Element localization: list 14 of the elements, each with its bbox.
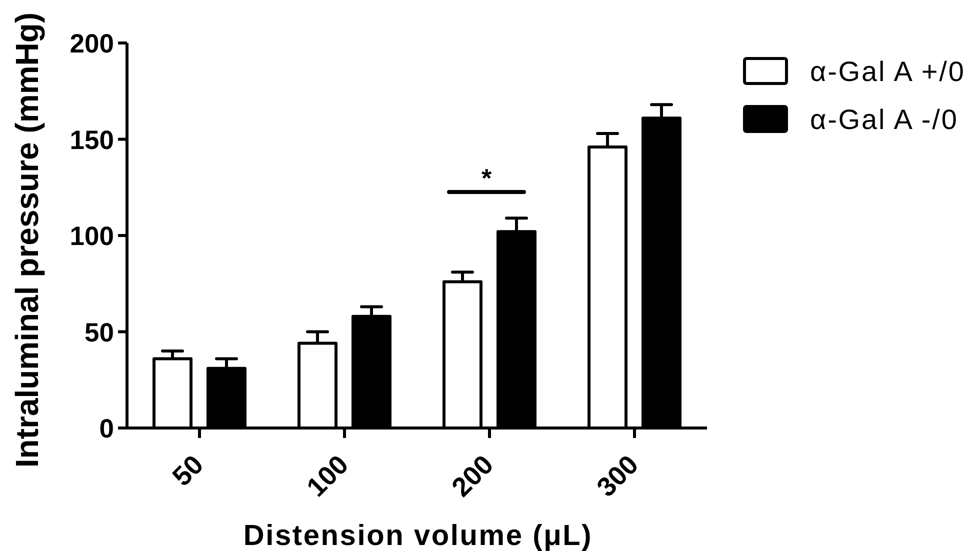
x-tick-label: 100: [301, 449, 354, 502]
y-axis-title: Intraluminal pressure (mmHg): [9, 12, 45, 468]
y-tick-label: 0: [99, 414, 114, 444]
y-tick-label: 200: [70, 28, 114, 59]
y-tick-label: 100: [70, 221, 114, 252]
annotation: *: [481, 163, 492, 193]
x-tick-label: 200: [446, 449, 500, 502]
x-tick-label: 300: [591, 449, 644, 502]
legend-label: α-Gal A +/0: [810, 56, 966, 88]
x-tick-label: 50: [166, 449, 210, 492]
y-tick-label: 50: [84, 317, 114, 348]
x-axis-title: Distension volume (μL): [243, 520, 593, 551]
legend-label: α-Gal A -/0: [810, 104, 958, 136]
y-tick-label: 150: [70, 124, 114, 155]
